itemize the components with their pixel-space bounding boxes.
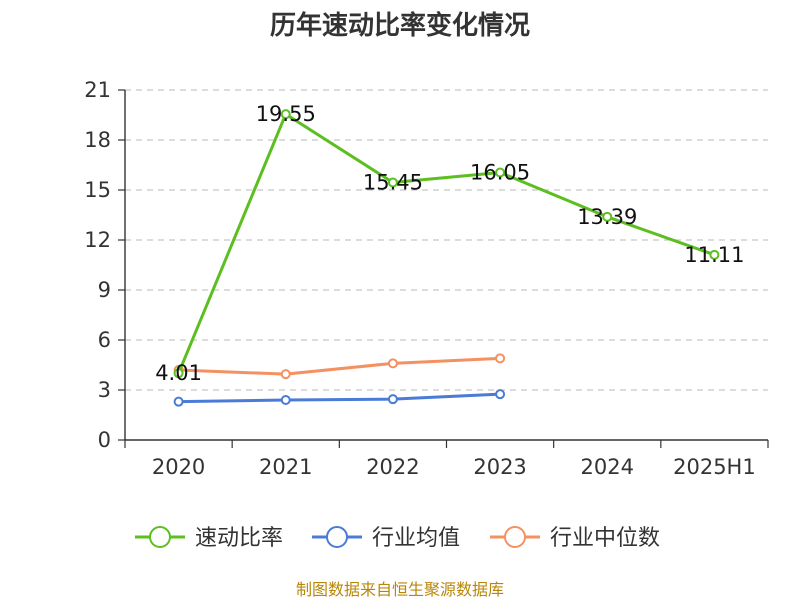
y-tick-label: 6 bbox=[98, 328, 111, 352]
data-point[interactable] bbox=[495, 389, 506, 400]
series-line bbox=[178, 356, 501, 376]
chart-title: 历年速动比率变化情况 bbox=[270, 10, 530, 41]
axes: 0 3 6 9 12 15 18 21 2020 2021 2022 2023 2024 2025H1 bbox=[84, 78, 769, 479]
x-tick-label: 2020 bbox=[152, 455, 205, 479]
series-2 bbox=[173, 353, 506, 380]
y-tick-label: 12 bbox=[84, 228, 111, 252]
data-point[interactable] bbox=[709, 249, 720, 260]
x-tick-label: 2024 bbox=[581, 455, 634, 479]
data-label: 19.55 bbox=[256, 102, 316, 126]
grid-lines bbox=[125, 89, 768, 391]
data-point[interactable] bbox=[173, 396, 184, 407]
legend-label: 行业中位数 bbox=[550, 526, 660, 551]
data-point[interactable] bbox=[280, 395, 291, 405]
data-point[interactable] bbox=[602, 211, 613, 222]
data-point[interactable] bbox=[280, 109, 291, 120]
series-line bbox=[177, 112, 715, 374]
data-labels: 4.01 19.55 15.45 16.05 13.39 11.11 bbox=[155, 102, 744, 385]
x-tick-label: 2025H1 bbox=[673, 455, 756, 479]
data-label: 4.01 bbox=[155, 361, 202, 385]
legend-marker bbox=[149, 526, 171, 548]
data-point[interactable] bbox=[387, 358, 398, 369]
data-point[interactable] bbox=[173, 368, 184, 379]
legend-marker bbox=[326, 526, 348, 548]
data-label: 11.11 bbox=[684, 243, 744, 267]
x-tick-label: 2022 bbox=[366, 455, 419, 479]
data-label: 15.45 bbox=[363, 171, 423, 195]
series-layer bbox=[173, 109, 720, 407]
x-tick-label: 2023 bbox=[473, 455, 526, 479]
data-point[interactable] bbox=[280, 369, 291, 380]
y-tick-label: 9 bbox=[98, 278, 111, 302]
series-0 bbox=[173, 109, 720, 379]
x-tick-label: 2021 bbox=[259, 455, 312, 479]
y-tick-label: 3 bbox=[98, 378, 111, 402]
legend-item[interactable]: 速动比率 bbox=[135, 526, 283, 551]
data-point[interactable] bbox=[387, 177, 398, 188]
data-point[interactable] bbox=[387, 394, 398, 405]
legend-marker bbox=[504, 526, 526, 548]
y-tick-label: 0 bbox=[98, 428, 111, 452]
data-point[interactable] bbox=[495, 353, 506, 364]
y-tick-label: 21 bbox=[84, 78, 111, 102]
series-1 bbox=[173, 389, 506, 407]
data-label: 13.39 bbox=[577, 205, 637, 229]
data-label: 16.05 bbox=[470, 161, 530, 185]
source-note: 制图数据来自恒生聚源数据库 bbox=[296, 580, 504, 599]
legend-item[interactable]: 行业均值 bbox=[312, 526, 460, 551]
legend-item[interactable]: 行业中位数 bbox=[490, 526, 660, 551]
legend-label: 速动比率 bbox=[195, 526, 283, 551]
legend[interactable]: 速动比率 行业均值 行业中位数 bbox=[135, 526, 660, 551]
legend-label: 行业均值 bbox=[372, 526, 460, 551]
series-line bbox=[178, 392, 501, 404]
data-point[interactable] bbox=[495, 167, 506, 178]
y-tick-label: 18 bbox=[84, 128, 111, 152]
y-tick-label: 15 bbox=[84, 178, 111, 202]
